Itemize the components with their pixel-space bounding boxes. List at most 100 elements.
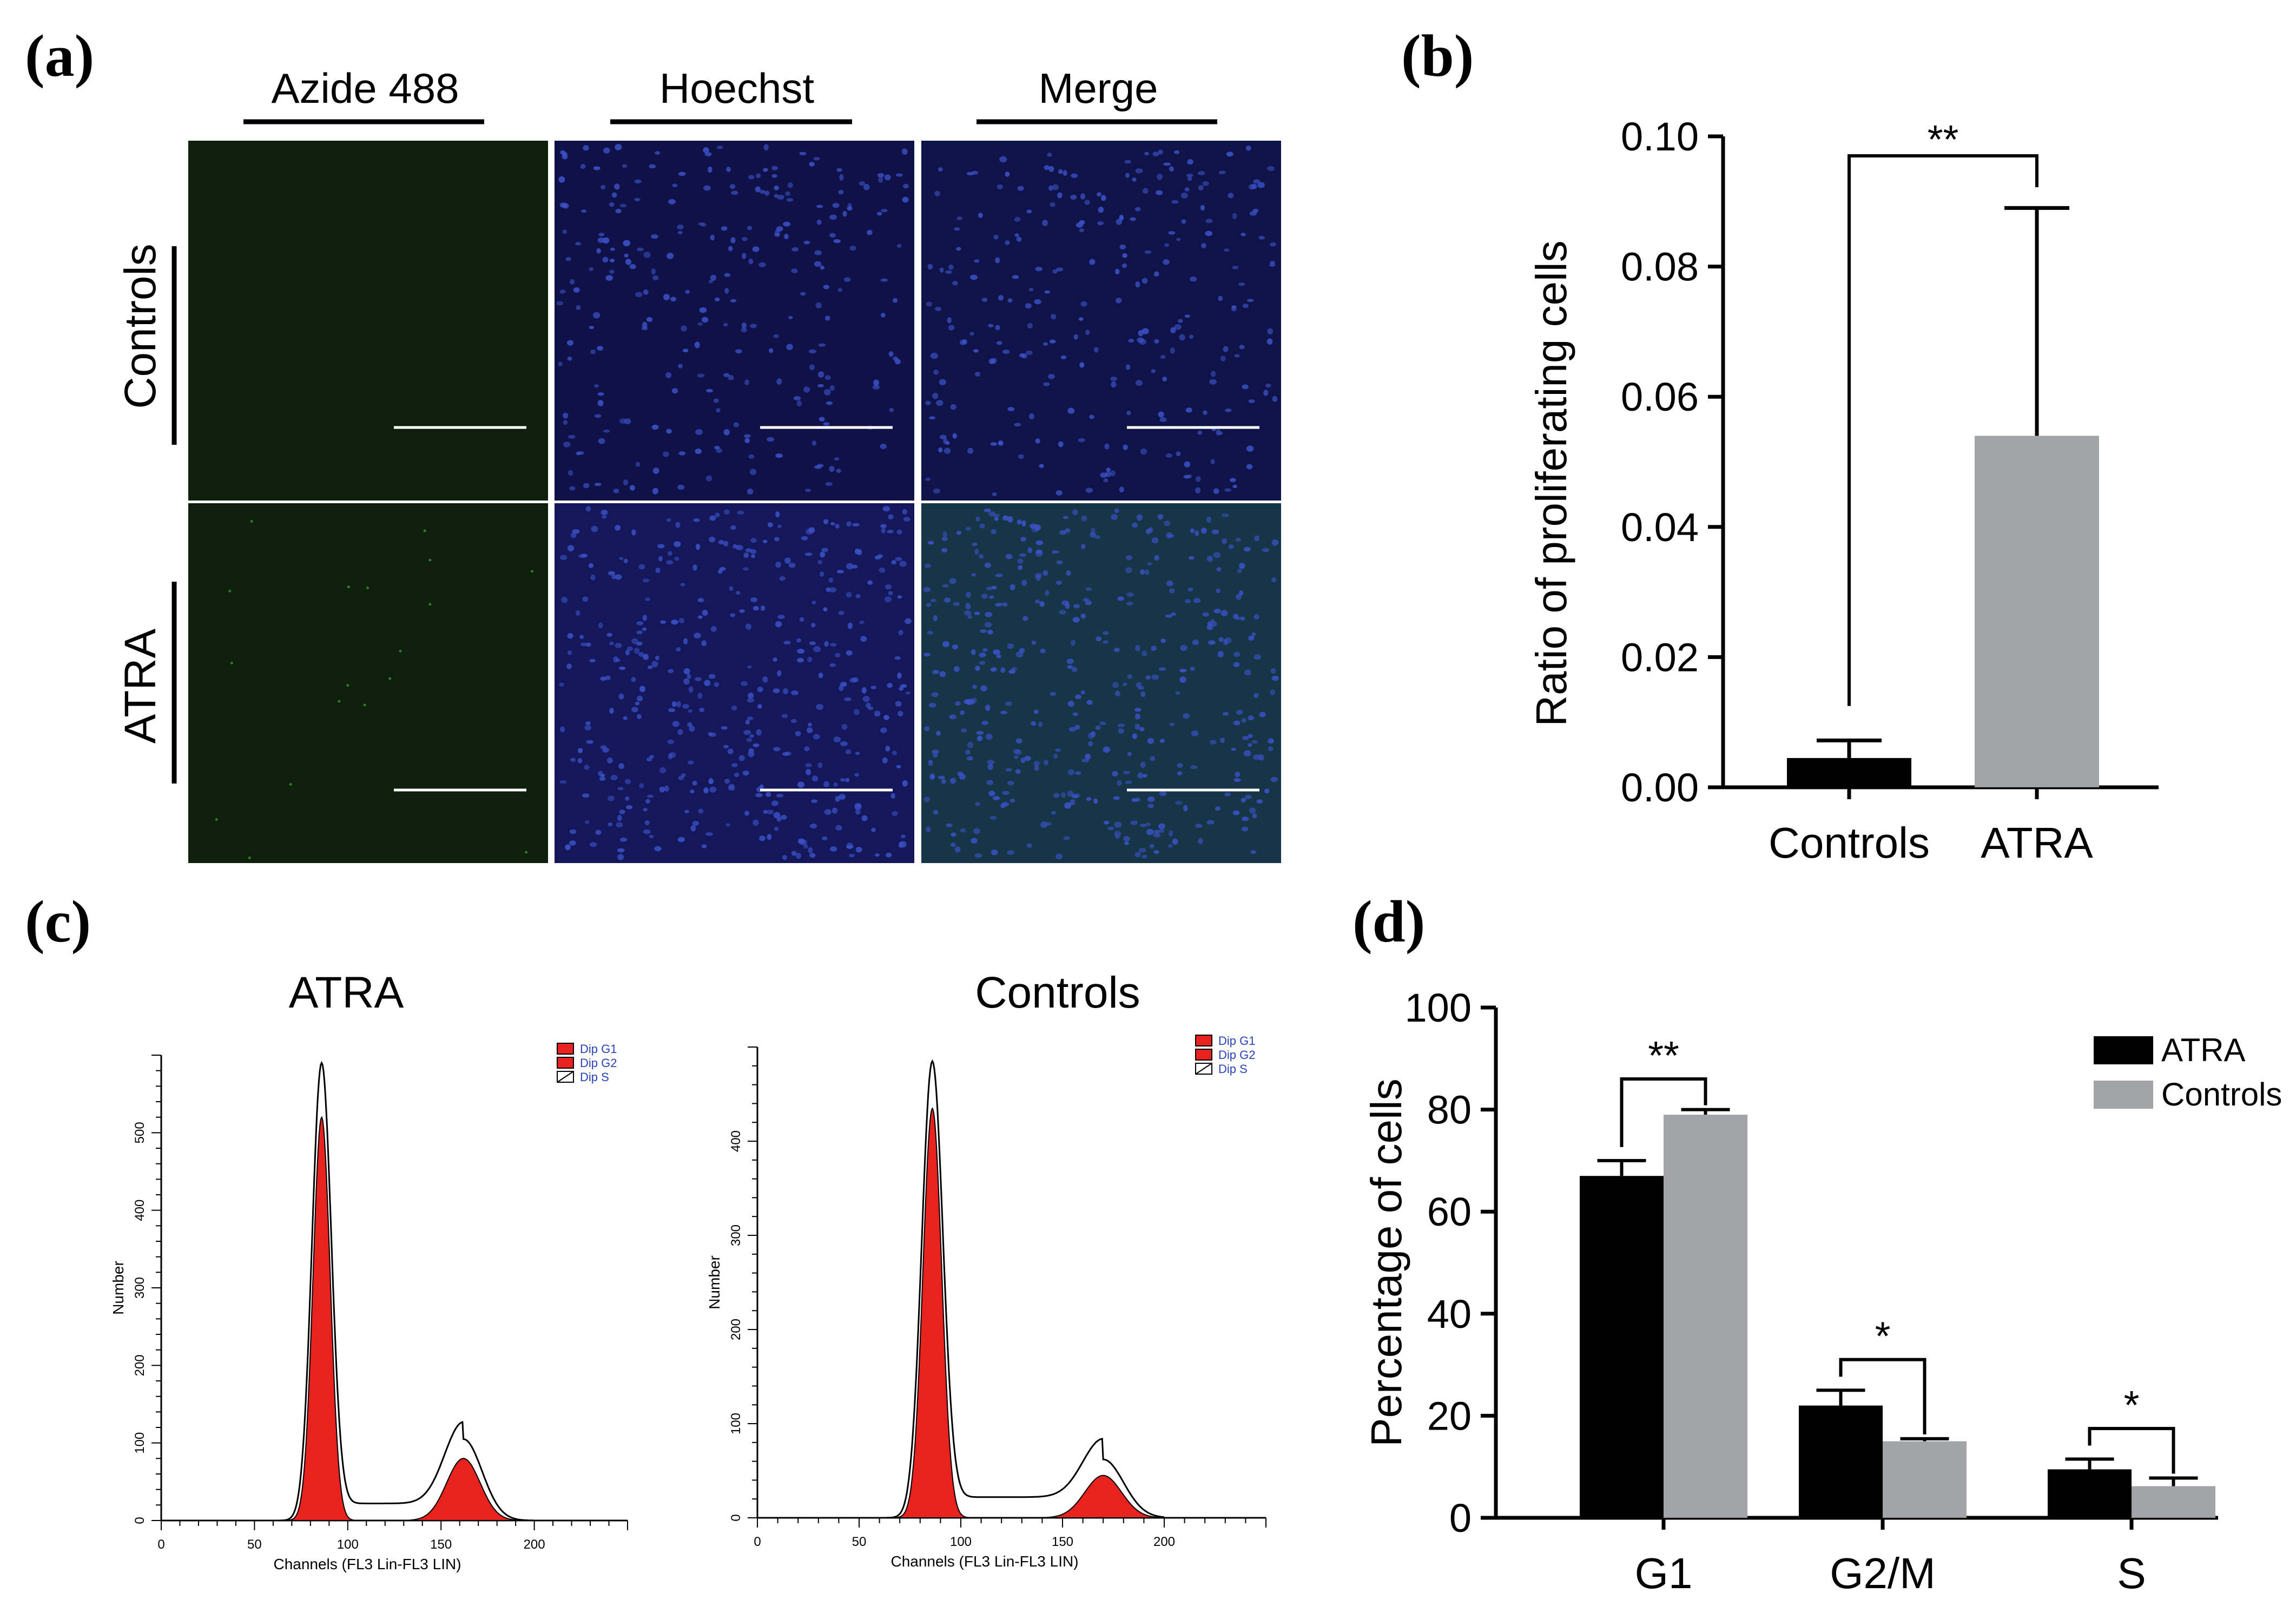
nucleus-dot (1191, 730, 1199, 736)
nucleus-dot (581, 209, 587, 213)
legend-label: ATRA (2161, 1032, 2246, 1068)
nucleus-dot (1080, 301, 1087, 307)
nucleus-dot (583, 483, 590, 489)
nucleus-dot (1220, 738, 1225, 743)
nucleus-dot (668, 753, 673, 760)
nucleus-dot (695, 429, 703, 435)
nucleus-dot (933, 615, 938, 622)
nucleus-dot (1114, 821, 1122, 828)
nucleus-dot (744, 438, 750, 443)
nucleus-dot (708, 732, 712, 736)
nucleus-dot (655, 568, 661, 574)
nucleus-dot (1248, 399, 1255, 403)
nucleus-dot (1253, 614, 1259, 620)
x-tick-label: 50 (247, 1537, 262, 1552)
nucleus-dot (678, 618, 685, 624)
nucleus-dot (1170, 612, 1177, 616)
nucleus-dot (1066, 659, 1074, 664)
nucleus-dot (776, 226, 783, 232)
nucleus-dot (927, 630, 934, 635)
nucleus-dot (1059, 530, 1067, 535)
nucleus-dot (567, 545, 575, 551)
nucleus-dot (964, 610, 972, 616)
nucleus-dot (902, 196, 909, 203)
nucleus-dot (1170, 347, 1175, 354)
nucleus-dot (1238, 282, 1245, 286)
nucleus-dot (576, 305, 581, 310)
nucleus-dot (1005, 701, 1013, 706)
nucleus-dot (1184, 599, 1191, 604)
legend-label: Dip G1 (1218, 1034, 1255, 1048)
nucleus-dot (624, 779, 631, 785)
nucleus-dot (1010, 584, 1015, 591)
nucleus-dot (948, 325, 955, 331)
nucleus-dot (760, 605, 766, 611)
nucleus-dot (998, 440, 1004, 445)
nucleus-dot (1267, 328, 1274, 335)
nucleus-dot (966, 591, 971, 598)
micrograph-background (188, 503, 548, 863)
nucleus-dot (988, 511, 995, 517)
nucleus-dot (1058, 169, 1063, 174)
nucleus-dot (610, 247, 615, 251)
nucleus-dot (674, 556, 679, 561)
nucleus-dot (843, 277, 851, 282)
nucleus-dot (1053, 793, 1060, 798)
nucleus-dot (939, 379, 947, 385)
nucleus-dot (1144, 250, 1152, 254)
nucleus-dot (787, 182, 793, 188)
nucleus-dot (1035, 574, 1041, 581)
nucleus-dot (647, 665, 653, 669)
nucleus-dot (1064, 802, 1072, 809)
nucleus-dot (1166, 532, 1172, 539)
nucleus-dot (1138, 686, 1144, 690)
nucleus-dot (651, 268, 656, 275)
nucleus-dot (986, 587, 993, 590)
nucleus-dot (991, 358, 997, 364)
nucleus-dot (701, 640, 707, 647)
nucleus-dot (1151, 674, 1159, 680)
nucleus-dot (1073, 604, 1080, 609)
nucleus-dot (1146, 828, 1154, 835)
nucleus-dot (974, 666, 980, 671)
nucleus-dot (795, 730, 801, 736)
nucleus-dot (902, 183, 909, 189)
legend-swatch (2094, 1036, 2153, 1064)
nucleus-dot (646, 317, 653, 322)
nucleus-dot (878, 176, 883, 183)
nucleus-dot (836, 569, 844, 574)
nucleus-dot (1224, 792, 1231, 797)
nucleus-dot (1130, 820, 1138, 825)
nucleus-dot (837, 288, 842, 292)
nucleus-dot (775, 561, 781, 568)
nucleus-dot (1050, 202, 1055, 207)
nucleus-dot (697, 597, 704, 603)
nucleus-dot (617, 854, 624, 860)
nucleus-dot (1249, 184, 1255, 190)
nucleus-dot (1236, 709, 1243, 715)
nucleus-dot (796, 638, 801, 643)
nucleus-dot (1242, 304, 1249, 308)
nucleus-dot (1021, 520, 1026, 527)
nucleus-dot (926, 301, 933, 307)
nucleus-dot (699, 307, 707, 313)
nucleus-dot (784, 557, 791, 564)
legend-swatch (2094, 1081, 2153, 1109)
nucleus-dot (816, 205, 823, 208)
nucleus-dot (992, 492, 997, 497)
nucleus-dot (773, 334, 779, 339)
nucleus-dot (1044, 759, 1048, 766)
nucleus-dot (1206, 820, 1215, 825)
nucleus-dot (841, 723, 848, 730)
panel-label-a: (a) (25, 23, 94, 89)
nucleus-dot (1079, 220, 1085, 225)
total-histogram-line (879, 1059, 1165, 1519)
nucleus-dot (1107, 826, 1114, 830)
nucleus-dot (714, 682, 720, 687)
nucleus-dot (1031, 525, 1039, 532)
nucleus-dot (724, 273, 731, 277)
nucleus-dot (660, 620, 667, 624)
nucleus-dot (774, 186, 779, 190)
nucleus-dot (809, 364, 815, 371)
